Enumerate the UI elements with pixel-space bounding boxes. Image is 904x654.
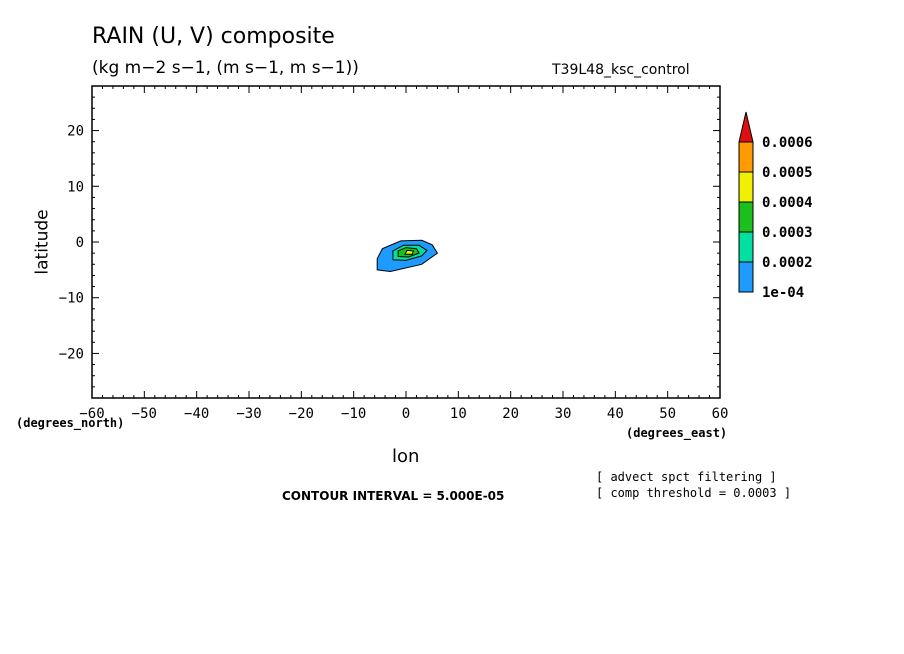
x-tick-label: −30 (236, 406, 261, 422)
colorbar-label: 1e-04 (762, 285, 804, 301)
contour-fills (376, 239, 439, 273)
threshold-note: [ comp threshold = 0.0003 ] (596, 486, 792, 500)
y-tick-label: −10 (59, 291, 84, 307)
colorbar-label: 0.0002 (762, 255, 813, 271)
run-name: T39L48_ksc_control (552, 62, 690, 78)
y-tick-label: 0 (76, 235, 84, 251)
colorbar-arrow (738, 111, 754, 143)
x-tick-label: 30 (555, 406, 572, 422)
colorbar: 1e-04 0.0002 0.0003 0.0004 0.0005 0.0006 (738, 111, 813, 301)
colorbar-swatch (738, 261, 754, 293)
x-tick-label: −10 (341, 406, 366, 422)
y-tick-label: −20 (59, 346, 84, 362)
colorbar-label: 0.0005 (762, 165, 813, 181)
colorbar-swatch (738, 171, 754, 203)
x-tick-label: 20 (502, 406, 519, 422)
x-tick-label: 40 (607, 406, 624, 422)
contour-interval: CONTOUR INTERVAL = 5.000E-05 (282, 489, 505, 503)
x-tick-label: 60 (712, 406, 729, 422)
x-axis-label: lon (392, 446, 420, 467)
y-tick-label: 10 (67, 179, 84, 195)
colorbar-swatch (738, 141, 754, 173)
contour-level-4 (404, 249, 414, 255)
colorbar-swatch (738, 201, 754, 233)
colorbar-label: 0.0006 (762, 135, 813, 151)
x-tick-label: 10 (450, 406, 467, 422)
x-tick-label: −20 (289, 406, 314, 422)
colorbar-swatch (738, 231, 754, 263)
x-tick-label: −50 (132, 406, 157, 422)
chart-title: RAIN (U, V) composite (92, 24, 335, 49)
x-axis-units: (degrees_east) (626, 426, 728, 440)
y-tick-label: 20 (67, 124, 84, 140)
x-tick-label: 0 (402, 406, 410, 422)
y-axis-units: (degrees_north) (16, 416, 125, 430)
colorbar-label: 0.0004 (762, 195, 813, 211)
colorbar-label: 0.0003 (762, 225, 813, 241)
x-tick-label: −40 (184, 406, 209, 422)
x-tick-label: 50 (659, 406, 676, 422)
chart-units: (kg m−2 s−1, (m s−1, m s−1)) (92, 58, 359, 78)
x-tick-label: −60 (79, 406, 104, 422)
filtering-note: [ advect spct filtering ] (596, 470, 777, 484)
axis-ticks: −60 −50 −40 −30 −20 −10 0 10 20 30 40 50 60 −20 −10 0 10… (59, 85, 729, 422)
